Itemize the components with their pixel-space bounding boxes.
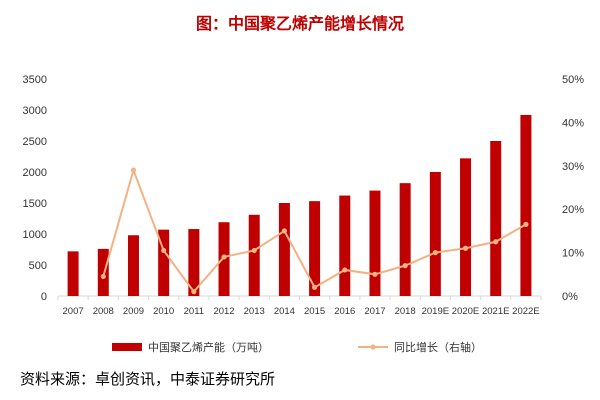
growth-point-2021E	[493, 239, 499, 245]
x-axis-tick-label: 2020E	[452, 306, 479, 317]
bar-2017	[369, 190, 381, 296]
x-axis-tick-label: 2018	[395, 306, 416, 317]
bar-2013	[248, 214, 260, 296]
left-axis-tick-label: 3500	[23, 74, 47, 86]
legend-bar-swatch	[112, 343, 142, 351]
legend-line-marker	[370, 344, 376, 350]
x-axis-tick-label: 2019E	[422, 306, 449, 317]
x-axis-tick-label: 2013	[244, 306, 265, 317]
bar-2015	[309, 201, 321, 296]
bar-2008	[97, 248, 109, 296]
right-axis-tick-label: 20%	[562, 204, 584, 216]
x-axis-tick-label: 2015	[304, 306, 325, 317]
x-axis-tick-label: 2021E	[482, 306, 509, 317]
growth-point-2008	[100, 273, 106, 280]
right-axis-tick-label: 50%	[562, 74, 584, 86]
bar-2020E	[460, 158, 472, 296]
x-axis-tick-label: 2008	[93, 306, 114, 317]
x-axis-tick-label: 2017	[364, 306, 385, 317]
right-axis-tick-label: 10%	[562, 248, 584, 260]
growth-point-2020E	[462, 245, 469, 251]
growth-point-2022E	[523, 221, 529, 227]
left-axis-tick-label: 3000	[23, 105, 47, 117]
bar-2019E	[429, 172, 441, 296]
x-axis-tick-label: 2014	[274, 306, 295, 317]
growth-point-2011	[191, 289, 197, 295]
growth-point-2017	[372, 271, 378, 277]
left-axis-tick-label: 0	[41, 291, 47, 303]
bar-2022E	[520, 114, 532, 297]
right-axis-tick-label: 40%	[562, 117, 584, 129]
right-axis-tick-label: 0%	[562, 291, 578, 303]
growth-point-2014	[281, 228, 288, 234]
left-axis-tick-label: 500	[29, 260, 47, 272]
left-axis-tick-label: 1500	[23, 198, 47, 210]
legend-line-label: 同比增长（右轴）	[394, 340, 482, 354]
left-axis-tick-label: 2500	[23, 136, 47, 148]
x-axis-tick-label: 2022E	[512, 306, 539, 317]
bar-2016	[339, 195, 351, 296]
x-axis-tick-label: 2016	[334, 306, 355, 317]
left-axis-tick-label: 2000	[23, 167, 47, 179]
growth-point-2012	[221, 254, 227, 260]
source-note: 资料来源：卓创资讯，中泰证券研究所	[20, 370, 276, 388]
growth-point-2015	[311, 284, 318, 290]
x-axis-tick-label: 2007	[63, 306, 84, 317]
left-axis-tick-label: 1000	[23, 229, 47, 241]
growth-point-2018	[402, 263, 408, 269]
chart-title: 图：中国聚乙烯产能增长情况	[195, 14, 404, 33]
x-axis-tick-label: 2012	[213, 306, 234, 317]
growth-point-2009	[130, 167, 137, 173]
x-axis-tick-label: 2011	[184, 306, 204, 317]
x-axis-tick-label: 2010	[153, 306, 174, 317]
legend-bar-label: 中国聚乙烯产能（万吨）	[148, 340, 269, 354]
bar-2021E	[490, 141, 502, 296]
bar-2010	[158, 229, 170, 296]
growth-point-2010	[161, 247, 167, 254]
growth-point-2019E	[432, 250, 438, 256]
growth-point-2013	[251, 247, 257, 254]
bar-2018	[399, 183, 411, 296]
bar-2014	[278, 203, 290, 296]
x-axis-tick-label: 2009	[123, 306, 144, 317]
bar-2011	[188, 229, 200, 296]
bar-2009	[127, 235, 139, 296]
growth-point-2016	[342, 267, 348, 273]
right-axis-tick-label: 30%	[562, 161, 584, 173]
bar-2007	[67, 251, 79, 296]
